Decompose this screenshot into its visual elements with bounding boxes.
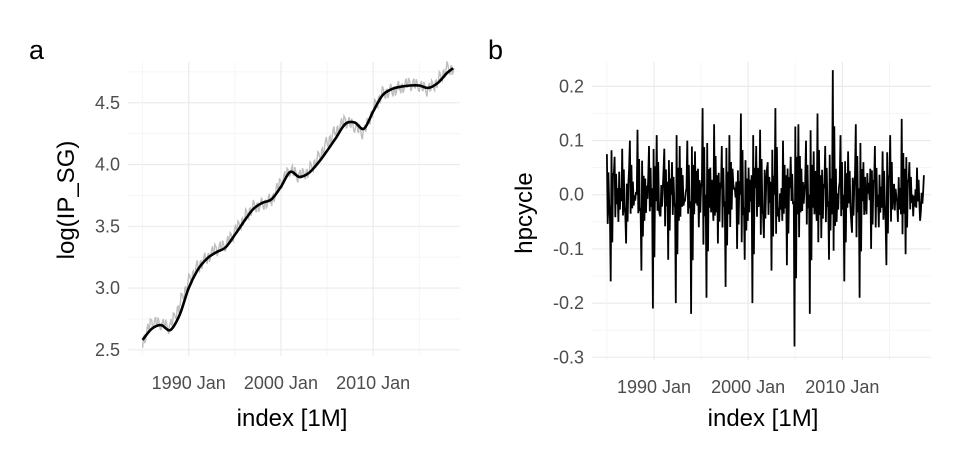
y-tick-label: 0.1 <box>559 131 584 151</box>
x-tick-label: 2010 Jan <box>336 373 410 393</box>
panel-a-x-tick-labels: 1990 Jan 2000 Jan 2010 Jan <box>152 373 411 393</box>
panel-b-y-tick-labels: -0.3 -0.2 -0.1 0.0 0.1 0.2 <box>553 76 584 367</box>
y-tick-label: 4.5 <box>95 93 120 113</box>
y-tick-label: -0.1 <box>553 239 584 259</box>
panel-a-grid <box>128 62 460 356</box>
y-tick-label: -0.2 <box>553 293 584 313</box>
x-tick-label: 2000 Jan <box>711 377 785 397</box>
y-tick-label: 0.2 <box>559 76 584 96</box>
y-tick-label: 4.0 <box>95 155 120 175</box>
panel-a-label: a <box>29 35 45 65</box>
y-tick-label: 3.0 <box>95 278 120 298</box>
panel-b-x-axis-title: index [1M] <box>708 405 819 432</box>
panel-a-trend-series-line <box>141 67 454 341</box>
panel-b-x-tick-labels: 1990 Jan 2000 Jan 2010 Jan <box>617 377 879 397</box>
panel-a-y-axis-title: log(IP_SG) <box>53 141 80 260</box>
y-tick-label: 2.5 <box>95 340 120 360</box>
x-tick-label: 1990 Jan <box>152 373 226 393</box>
panel-b-y-axis-title: hpcycle <box>511 172 538 253</box>
panel-a: a 2.5 3.0 3.5 4.0 4.5 1990 Jan 2000 Jan 2010 J… <box>29 35 460 432</box>
y-tick-label: 0.0 <box>559 185 584 205</box>
panel-a-x-axis-title: index [1M] <box>237 405 348 432</box>
panel-b: b -0.3 -0.2 -0.1 0.0 0.1 0.2 1990 Jan 2000 Jan… <box>488 35 931 432</box>
panel-b-label: b <box>488 35 503 65</box>
x-tick-label: 2010 Jan <box>805 377 879 397</box>
panel-b-cycle-series-line <box>606 70 925 347</box>
y-tick-label: -0.3 <box>553 347 584 367</box>
y-tick-label: 3.5 <box>95 216 120 236</box>
panel-a-y-tick-labels: 2.5 3.0 3.5 4.0 4.5 <box>95 93 120 360</box>
x-tick-label: 1990 Jan <box>617 377 691 397</box>
x-tick-label: 2000 Jan <box>244 373 318 393</box>
